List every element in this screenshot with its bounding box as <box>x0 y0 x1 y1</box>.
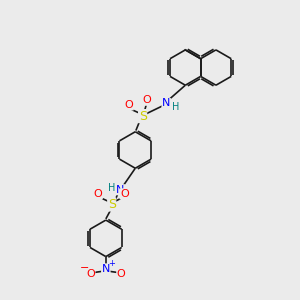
Text: O: O <box>142 95 151 105</box>
Text: O: O <box>117 269 125 279</box>
Text: S: S <box>139 110 147 123</box>
Text: N: N <box>116 185 125 195</box>
Text: N: N <box>102 264 110 274</box>
Text: N: N <box>162 98 170 109</box>
Text: O: O <box>120 189 129 199</box>
Text: H: H <box>108 183 116 193</box>
Text: −: − <box>80 263 89 273</box>
Text: O: O <box>124 100 133 110</box>
Text: O: O <box>94 189 102 199</box>
Text: O: O <box>86 269 95 279</box>
Text: +: + <box>108 259 115 268</box>
Text: H: H <box>172 102 179 112</box>
Text: S: S <box>108 198 116 211</box>
